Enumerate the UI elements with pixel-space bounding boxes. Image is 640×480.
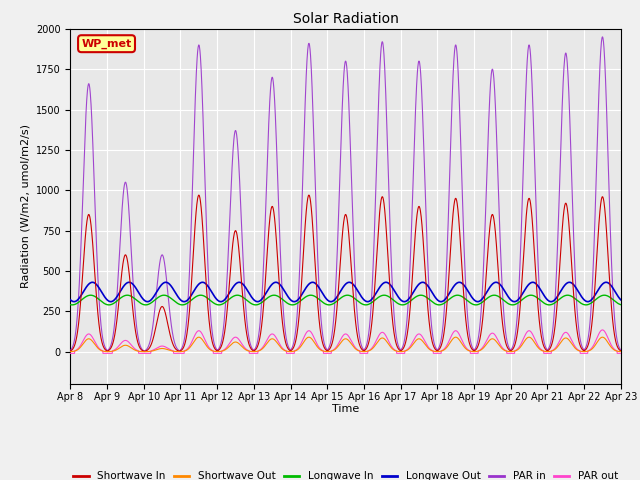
X-axis label: Time: Time [332, 405, 359, 414]
Title: Solar Radiation: Solar Radiation [292, 12, 399, 26]
Legend: Shortwave In, Shortwave Out, Longwave In, Longwave Out, PAR in, PAR out: Shortwave In, Shortwave Out, Longwave In… [69, 467, 622, 480]
Y-axis label: Radiation (W/m2, umol/m2/s): Radiation (W/m2, umol/m2/s) [20, 124, 30, 288]
Text: WP_met: WP_met [81, 38, 132, 49]
